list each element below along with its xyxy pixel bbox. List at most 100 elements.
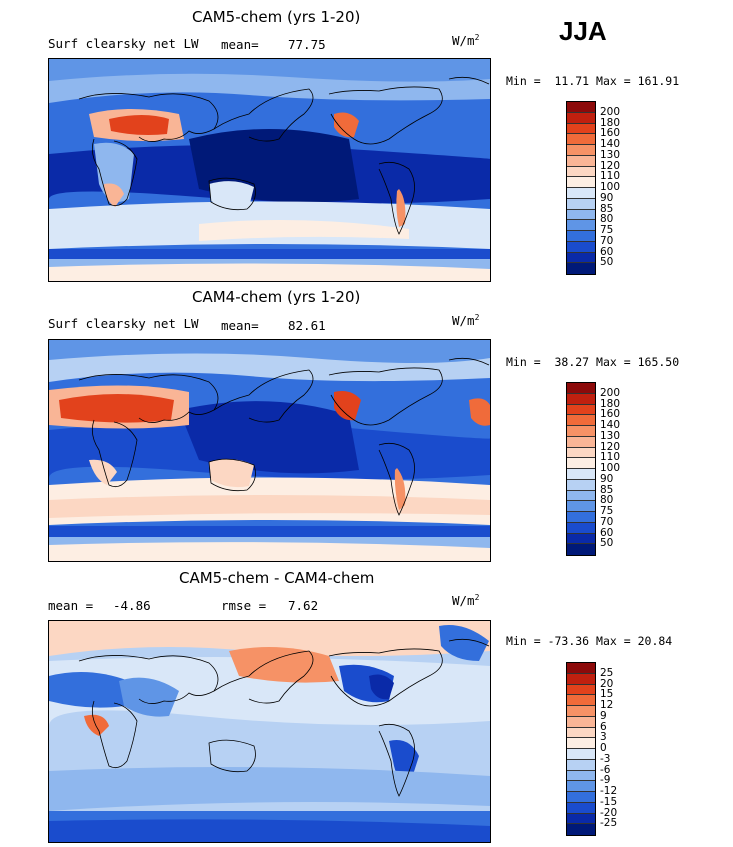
panel1-colorbar-tick-label: 60 bbox=[600, 245, 614, 258]
panel2-colorbar-tick-label: 130 bbox=[600, 429, 621, 442]
panel2-colorbar-segment bbox=[567, 415, 595, 426]
panel3-colorbar-segment bbox=[567, 824, 595, 835]
panel3-mean-value: -4.86 bbox=[113, 598, 151, 613]
panel1-map bbox=[48, 58, 491, 282]
panel2-title: CAM4-chem (yrs 1-20) bbox=[192, 288, 361, 306]
panel2-mean-label: mean= bbox=[221, 318, 259, 333]
panel2-colorbar-segment bbox=[567, 458, 595, 469]
panel1-colorbar-tick-label: 130 bbox=[600, 148, 621, 161]
panel1-colorbar-tick-label: 75 bbox=[600, 224, 614, 236]
panel1-colorbar-tick-label: 110 bbox=[600, 170, 621, 183]
panel3-title: CAM5-chem - CAM4-chem bbox=[179, 569, 375, 587]
panel3-colorbar-segment bbox=[567, 663, 595, 674]
panel1-colorbar-tick-label: 120 bbox=[600, 159, 621, 172]
panel3-colorbar-segment bbox=[567, 673, 595, 685]
panel1-colorbar-tick-label: 100 bbox=[600, 181, 621, 193]
panel2-colorbar-segment bbox=[567, 544, 595, 555]
panel2-units: W/m2 bbox=[452, 313, 480, 329]
panel3-colorbar-tick-label: 6 bbox=[600, 720, 607, 733]
panel1-colorbar-segment bbox=[567, 263, 595, 274]
panel1-colorbar-segment bbox=[567, 134, 595, 145]
panel3-colorbar-segment bbox=[567, 792, 595, 803]
panel1-colorbar-tick-label: 90 bbox=[600, 191, 614, 204]
panel2-colorbar-tick-label: 110 bbox=[600, 451, 621, 464]
panel1-colorbar-segment bbox=[567, 220, 595, 231]
panel3-colorbar bbox=[566, 662, 596, 836]
panel2-colorbar-tick-label: 60 bbox=[600, 526, 614, 539]
panel2-colorbar-tick-label: 140 bbox=[600, 419, 621, 431]
panel3-colorbar-segment bbox=[567, 770, 595, 782]
panel1-mean-value: 77.75 bbox=[288, 37, 326, 52]
panel3-colorbar-tick-label: -25 bbox=[600, 817, 618, 830]
panel3-rmse-value: 7.62 bbox=[288, 598, 319, 613]
panel1-colorbar-segment bbox=[567, 241, 595, 253]
panel2-colorbar-segment bbox=[567, 522, 595, 534]
panel2-colorbar-tick-label: 100 bbox=[600, 462, 621, 474]
panel3-colorbar-tick-label: 0 bbox=[600, 742, 607, 754]
panel3-colorbar-tick-label: -12 bbox=[600, 785, 618, 797]
panel3-colorbar-tick-label: 9 bbox=[600, 709, 607, 722]
panel3-colorbar-tick-label: 25 bbox=[600, 666, 614, 679]
panel1-colorbar-segment bbox=[567, 231, 595, 242]
panel2-mean-value: 82.61 bbox=[288, 318, 326, 333]
panel3-map bbox=[48, 620, 491, 843]
panel1-minmax: Min = 11.71 Max = 161.91 bbox=[506, 74, 680, 88]
panel2-colorbar-segment bbox=[567, 393, 595, 405]
season-label: JJA bbox=[559, 16, 607, 46]
panel2-colorbar-tick-label: 120 bbox=[600, 440, 621, 453]
panel3-colorbar-tick-label: -15 bbox=[600, 795, 618, 808]
panel1-colorbar-tick-label: 70 bbox=[600, 234, 614, 247]
panel3-colorbar-tick-label: 15 bbox=[600, 688, 614, 701]
panel2-colorbar-tick-label: 50 bbox=[600, 537, 614, 550]
panel3-colorbar-segment bbox=[567, 749, 595, 760]
panel3-colorbar-segment bbox=[567, 684, 595, 696]
panel3-colorbar-segment bbox=[567, 706, 595, 717]
panel1-variable-label: Surf clearsky net LW bbox=[48, 36, 199, 51]
panel1-colorbar-segment bbox=[567, 209, 595, 221]
panel3-rmse-label: rmse = bbox=[221, 598, 267, 613]
panel1-colorbar-segment bbox=[567, 188, 595, 199]
panel2-colorbar-segment bbox=[567, 426, 595, 437]
panel3-colorbar-tick-label: -6 bbox=[600, 763, 611, 776]
panel2-colorbar-tick-label: 90 bbox=[600, 472, 614, 485]
panel2-colorbar-segment bbox=[567, 512, 595, 523]
panel2-colorbar-segment bbox=[567, 490, 595, 502]
panel3-colorbar-tick-label: -9 bbox=[600, 774, 611, 787]
panel1-colorbar-tick-label: 140 bbox=[600, 138, 621, 150]
panel1-colorbar-tick-label: 200 bbox=[600, 105, 621, 118]
panel1-colorbar-tick-label: 85 bbox=[600, 202, 614, 215]
panel3-colorbar-segment bbox=[567, 738, 595, 749]
panel2-colorbar-segment bbox=[567, 533, 595, 545]
panel2-minmax: Min = 38.27 Max = 165.50 bbox=[506, 355, 680, 369]
panel2-colorbar-tick-label: 85 bbox=[600, 483, 614, 496]
panel1-units: W/m2 bbox=[452, 33, 480, 49]
panel1-colorbar-segment bbox=[567, 198, 595, 210]
panel1-colorbar-tick-label: 180 bbox=[600, 116, 621, 129]
panel2-colorbar-tick-label: 200 bbox=[600, 386, 621, 399]
panel2-colorbar bbox=[566, 382, 596, 556]
panel2-colorbar-segment bbox=[567, 404, 595, 416]
panel1-colorbar bbox=[566, 101, 596, 275]
panel1-mean-label: mean= bbox=[221, 37, 259, 52]
panel1-colorbar-segment bbox=[567, 177, 595, 188]
panel3-colorbar-segment bbox=[567, 716, 595, 728]
panel1-colorbar-segment bbox=[567, 155, 595, 167]
panel2-colorbar-segment bbox=[567, 479, 595, 491]
panel1-colorbar-segment bbox=[567, 252, 595, 264]
panel3-colorbar-segment bbox=[567, 695, 595, 706]
panel2-colorbar-segment bbox=[567, 447, 595, 459]
panel1-colorbar-segment bbox=[567, 145, 595, 156]
panel1-colorbar-tick-label: 160 bbox=[600, 127, 621, 140]
panel3-colorbar-tick-label: 12 bbox=[600, 699, 614, 711]
panel2-colorbar-tick-label: 160 bbox=[600, 408, 621, 421]
panel3-units: W/m2 bbox=[452, 593, 480, 609]
panel3-colorbar-segment bbox=[567, 759, 595, 771]
panel2-colorbar-tick-label: 180 bbox=[600, 397, 621, 410]
panel3-colorbar-tick-label: 3 bbox=[600, 731, 607, 744]
panel2-map bbox=[48, 339, 491, 562]
panel3-mean-label: mean = bbox=[48, 598, 94, 613]
panel2-colorbar-tick-label: 75 bbox=[600, 505, 614, 517]
panel1-colorbar-tick-label: 80 bbox=[600, 213, 614, 226]
panel1-colorbar-segment bbox=[567, 123, 595, 135]
panel1-title: CAM5-chem (yrs 1-20) bbox=[192, 8, 361, 26]
